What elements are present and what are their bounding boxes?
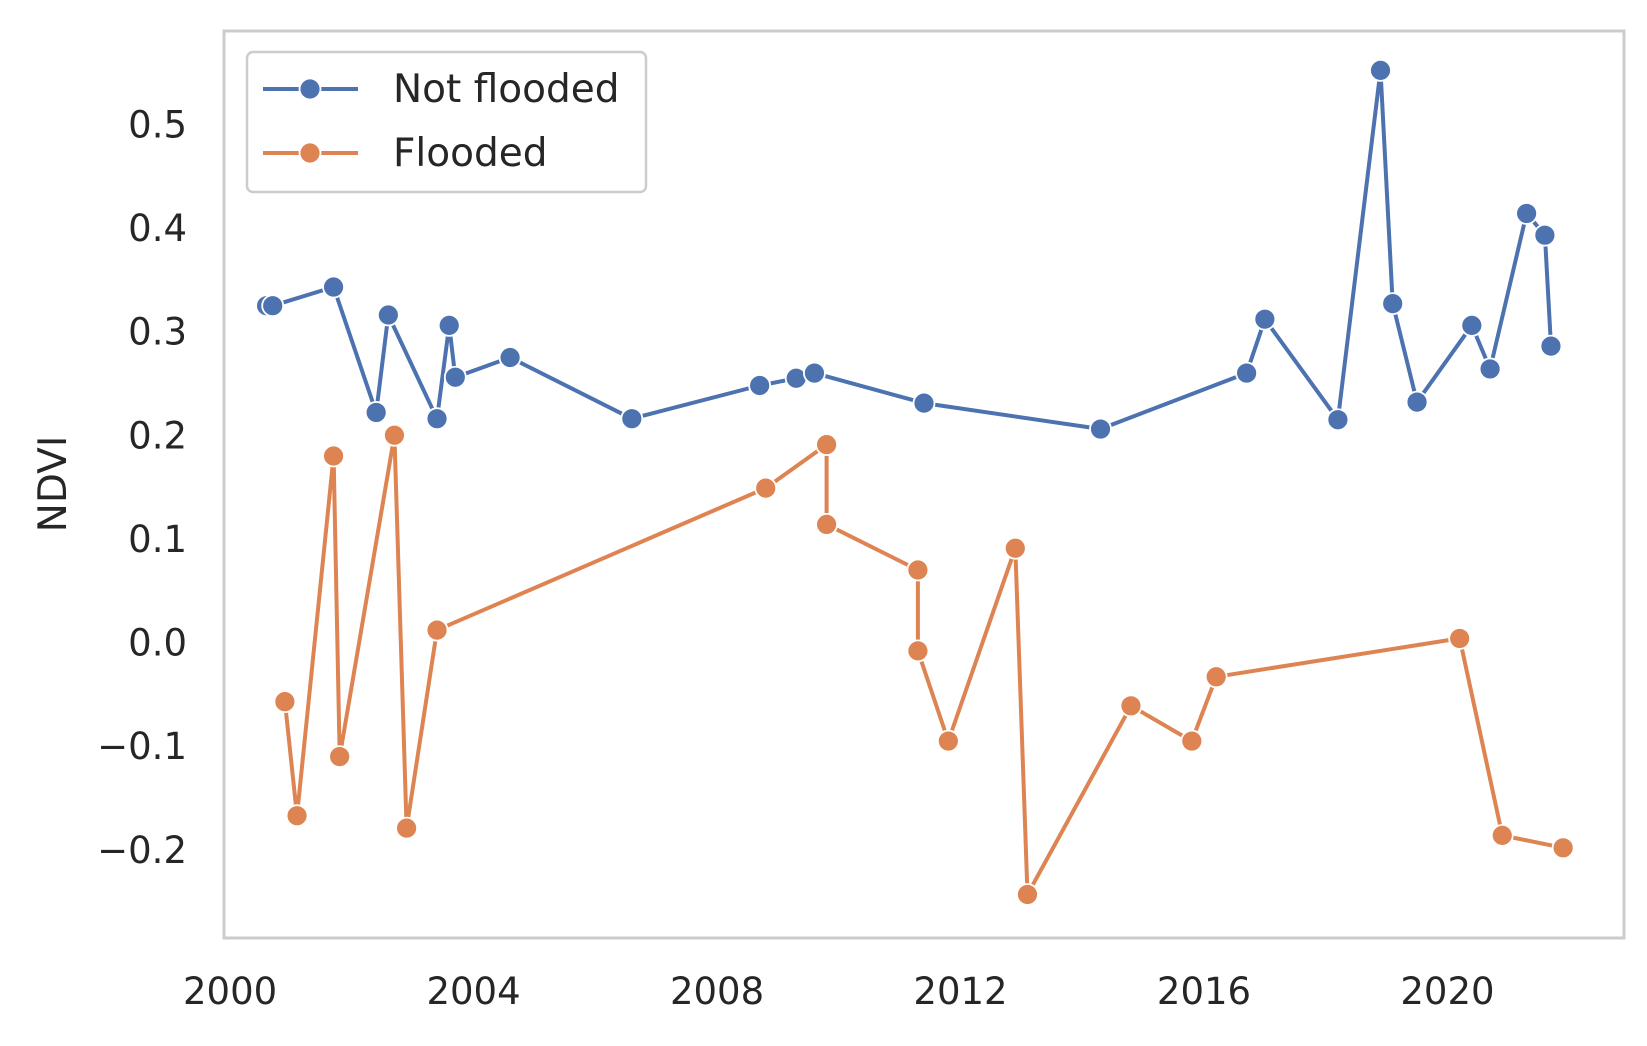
- legend-marker-not-flooded: [298, 77, 322, 101]
- series-layer: [255, 58, 1575, 906]
- data-point-not-flooded: [1381, 292, 1405, 316]
- legend: Not flooded Flooded: [245, 50, 648, 194]
- data-point-flooded: [936, 729, 960, 753]
- data-point-flooded: [1204, 665, 1228, 689]
- series-not-flooded: [255, 58, 1563, 441]
- x-tick-label: 2008: [670, 970, 764, 1013]
- x-tick-label: 2016: [1157, 970, 1251, 1013]
- data-point-not-flooded: [1253, 307, 1277, 331]
- data-point-flooded: [1180, 729, 1204, 753]
- y-tick-label: 0.5: [128, 103, 187, 146]
- data-point-flooded: [1016, 883, 1039, 906]
- data-point-not-flooded: [443, 365, 467, 389]
- data-point-not-flooded: [1235, 361, 1259, 385]
- data-point-flooded: [906, 639, 930, 663]
- y-tick-label: 0.3: [128, 311, 187, 354]
- data-point-flooded: [328, 745, 352, 768]
- data-point-not-flooded: [364, 401, 388, 424]
- data-point-not-flooded: [1539, 334, 1563, 358]
- data-point-flooded: [754, 476, 778, 500]
- y-tick-label: 0.1: [128, 518, 187, 561]
- y-axis-ticks: −0.2 −0.1 0.0 0.1 0.2 0.3 0.4 0.5: [97, 103, 187, 872]
- data-point-flooded: [1119, 694, 1143, 718]
- data-point-not-flooded: [1369, 58, 1392, 82]
- x-tick-label: 2020: [1400, 970, 1494, 1013]
- data-point-not-flooded: [425, 407, 449, 431]
- data-point-flooded: [1490, 823, 1514, 847]
- data-point-not-flooded: [620, 407, 644, 431]
- data-point-flooded: [383, 423, 406, 447]
- y-tick-label: 0.0: [128, 622, 187, 665]
- legend-marker-flooded: [298, 141, 322, 165]
- data-point-not-flooded: [1326, 408, 1350, 432]
- data-point-not-flooded: [1478, 357, 1502, 381]
- data-point-flooded: [395, 816, 419, 840]
- data-point-flooded: [425, 618, 449, 642]
- series-line-not-flooded: [264, 68, 1553, 431]
- y-tick-label: −0.1: [97, 725, 187, 768]
- data-point-not-flooded: [1405, 390, 1429, 414]
- data-point-not-flooded: [912, 391, 936, 415]
- data-point-not-flooded: [437, 313, 461, 337]
- y-axis-label: NDVI: [31, 436, 76, 533]
- data-point-flooded: [815, 433, 839, 456]
- data-point-flooded: [1551, 836, 1575, 860]
- x-tick-label: 2004: [426, 970, 520, 1013]
- data-point-flooded: [1003, 536, 1027, 560]
- x-tick-label: 2000: [183, 970, 277, 1013]
- data-point-flooded: [285, 804, 309, 828]
- series-flooded: [273, 423, 1575, 906]
- data-point-flooded: [322, 444, 345, 468]
- legend-label-flooded: Flooded: [393, 131, 548, 176]
- data-point-not-flooded: [1533, 223, 1557, 247]
- data-point-not-flooded: [322, 275, 345, 299]
- data-point-not-flooded: [1089, 417, 1112, 441]
- y-tick-label: −0.2: [97, 829, 187, 872]
- data-point-flooded: [815, 513, 839, 536]
- data-point-not-flooded: [261, 294, 285, 318]
- data-point-not-flooded: [1515, 202, 1539, 225]
- y-tick-label: 0.2: [128, 414, 187, 457]
- data-point-flooded: [273, 690, 297, 714]
- data-point-not-flooded: [1460, 313, 1484, 337]
- data-point-flooded: [906, 558, 930, 582]
- data-point-not-flooded: [748, 374, 772, 397]
- data-point-not-flooded: [376, 303, 400, 327]
- data-point-flooded: [1448, 627, 1472, 650]
- y-tick-label: 0.4: [128, 207, 187, 250]
- x-axis-ticks: 2000 2004 2008 2012 2016 2020: [183, 970, 1495, 1013]
- x-tick-label: 2012: [913, 970, 1007, 1013]
- data-point-not-flooded: [498, 346, 522, 369]
- legend-label-not-flooded: Not flooded: [393, 67, 620, 112]
- data-point-not-flooded: [803, 361, 826, 385]
